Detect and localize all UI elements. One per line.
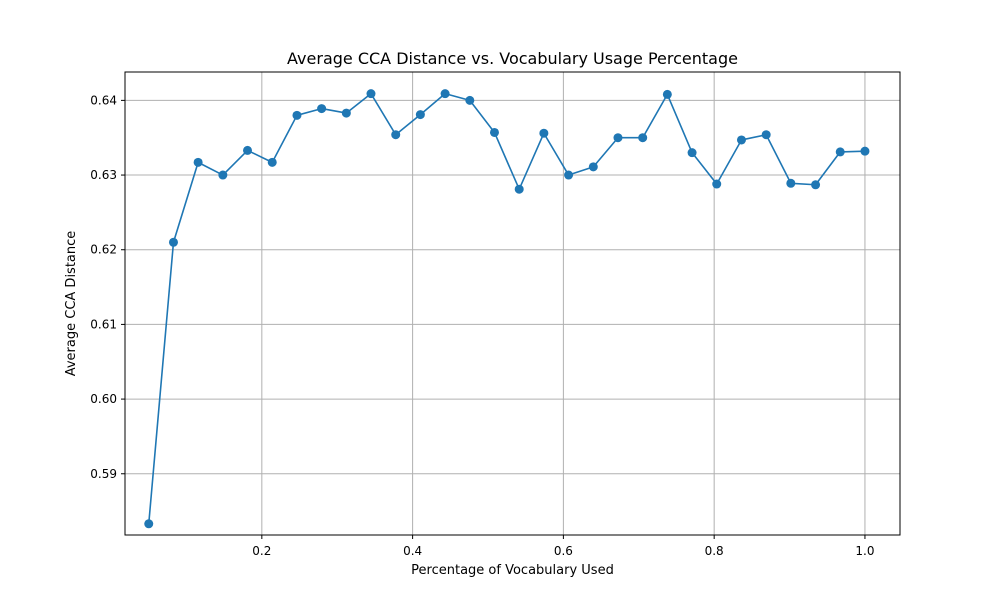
x-tick-label: 0.2 [252, 544, 271, 558]
data-point [218, 170, 228, 180]
data-point [564, 170, 574, 180]
data-point [366, 89, 376, 99]
data-point [415, 110, 425, 120]
data-point [168, 237, 178, 247]
data-point [811, 180, 821, 190]
data-point [662, 89, 672, 99]
data-point [292, 110, 302, 120]
data-point [317, 104, 327, 114]
data-point [588, 162, 598, 172]
data-point [341, 108, 351, 118]
x-tick-label: 0.4 [403, 544, 422, 558]
data-point [687, 148, 697, 158]
data-point [539, 128, 549, 138]
x-axis-ticks: 0.2 0.4 0.6 0.8 1.0 [252, 535, 874, 558]
data-point [440, 89, 450, 99]
data-point [144, 519, 154, 529]
data-point [835, 147, 845, 157]
x-tick-label: 0.6 [554, 544, 573, 558]
series-layer [144, 89, 870, 529]
x-tick-label: 1.0 [855, 544, 874, 558]
x-tick-label: 0.8 [705, 544, 724, 558]
data-point [638, 133, 648, 143]
data-point [267, 157, 277, 167]
data-point [193, 157, 203, 167]
data-point [860, 146, 870, 156]
y-tick-label: 0.62 [90, 243, 117, 257]
data-point [786, 178, 796, 188]
chart-title: Average CCA Distance vs. Vocabulary Usag… [287, 49, 738, 68]
data-point [489, 127, 499, 137]
x-axis-label: Percentage of Vocabulary Used [411, 563, 614, 578]
data-point [736, 135, 746, 145]
y-tick-label: 0.60 [90, 392, 117, 406]
y-tick-label: 0.64 [90, 93, 117, 107]
data-point [465, 95, 475, 105]
plot-frame [124, 71, 901, 536]
series-0 [144, 89, 870, 529]
data-point [613, 133, 623, 143]
data-point [514, 184, 524, 194]
data-point [712, 179, 722, 189]
y-tick-label: 0.61 [90, 317, 117, 331]
data-point [243, 145, 253, 155]
data-point [391, 130, 401, 140]
y-tick-label: 0.59 [90, 467, 117, 481]
data-point [761, 130, 771, 140]
y-axis-ticks: 0.59 0.60 0.61 0.62 0.63 0.64 [90, 93, 125, 481]
y-axis-label: Average CCA Distance [64, 231, 79, 377]
y-tick-label: 0.63 [90, 168, 117, 182]
